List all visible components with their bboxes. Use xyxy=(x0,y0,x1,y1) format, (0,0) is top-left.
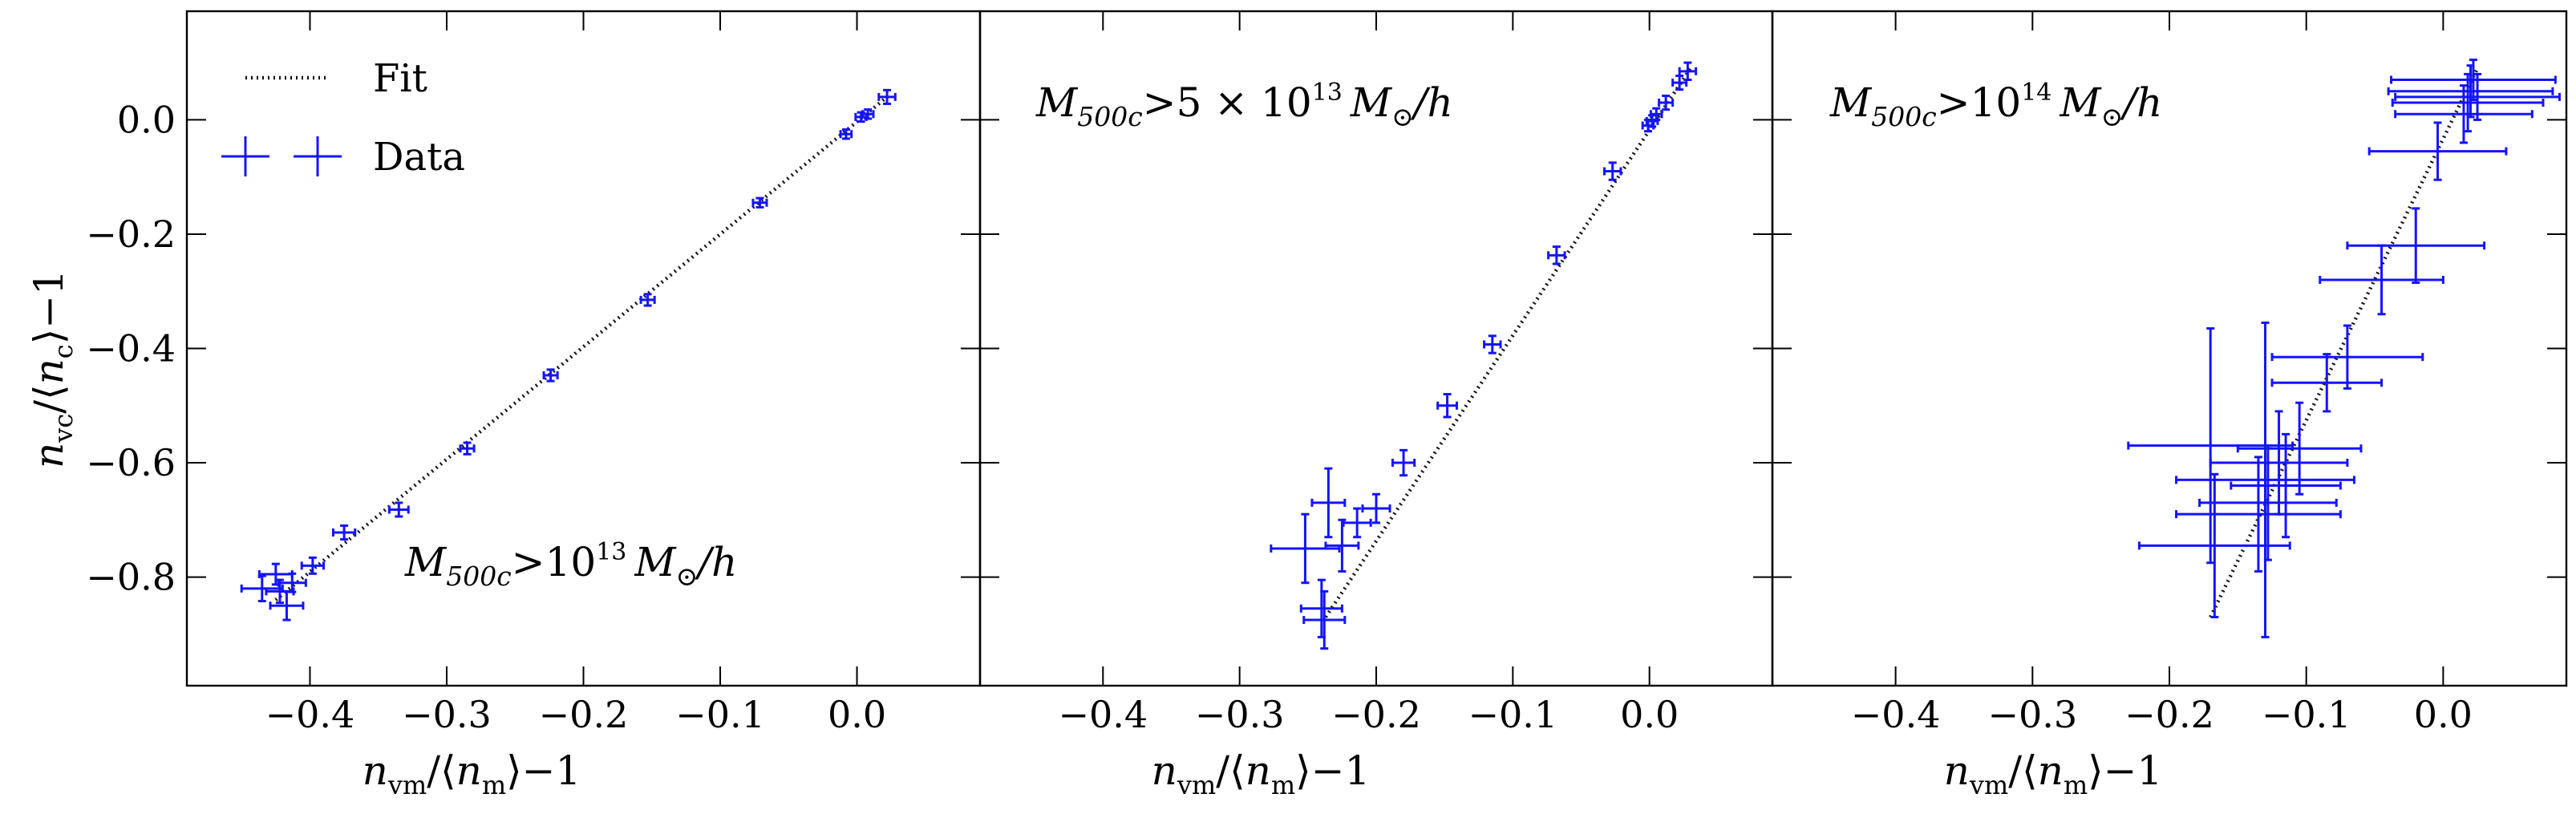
x-tick-label: 0.0 xyxy=(2414,693,2473,736)
x-tick-label: −0.2 xyxy=(2124,693,2214,736)
data-point xyxy=(1641,118,1655,133)
data-point xyxy=(639,293,656,307)
data-point xyxy=(1436,393,1459,419)
data-point xyxy=(2209,410,2349,516)
x-tick-label: 0.0 xyxy=(1620,693,1679,736)
data-point xyxy=(1602,161,1622,181)
x-tick-label: −0.4 xyxy=(1058,693,1148,736)
x-axis-label-3: nvm/⟨nm⟩−1 xyxy=(1944,747,2163,800)
data-point xyxy=(2346,207,2486,285)
legend: Fit Data xyxy=(221,56,465,180)
x-tick-label: −0.3 xyxy=(402,693,492,736)
x-tick-label: −0.2 xyxy=(539,693,629,736)
data-point xyxy=(2175,321,2355,638)
data-point xyxy=(257,562,294,586)
data-point xyxy=(1547,245,1566,265)
y-tick-label: −0.2 xyxy=(86,213,176,256)
x-axis-label-2: nvm/⟨nm⟩−1 xyxy=(1152,747,1371,800)
data-point xyxy=(542,368,559,383)
x-tick-label: −0.1 xyxy=(2262,693,2351,736)
y-tick-label: −0.4 xyxy=(86,327,176,371)
data-point xyxy=(1671,75,1688,91)
y-tick-label: 0.0 xyxy=(117,98,176,141)
data-point xyxy=(1678,61,1698,82)
data-point xyxy=(2175,456,2342,573)
y-tick-label: −0.8 xyxy=(86,556,176,599)
x-axis-label-1: nvm/⟨nm⟩−1 xyxy=(363,747,581,800)
data-point xyxy=(387,501,410,518)
legend-data-swatch xyxy=(221,136,342,176)
svg-text:nvc/⟨nc⟩−1: nvc/⟨nc⟩−1 xyxy=(26,269,79,468)
data-point xyxy=(1658,94,1675,111)
data-point xyxy=(1310,467,1347,539)
data-point xyxy=(2137,472,2291,618)
legend-data-label: Data xyxy=(373,135,465,180)
x-tick-label: 0.0 xyxy=(828,693,886,736)
data-point xyxy=(2391,72,2545,133)
data-point xyxy=(331,524,357,541)
data-point xyxy=(2394,72,2561,121)
data-point xyxy=(2270,353,2384,413)
fit-line xyxy=(1324,67,1692,618)
data-point xyxy=(1342,507,1372,539)
x-tick-label: −0.4 xyxy=(265,693,355,736)
panel-1: −0.4 −0.3 −0.2 −0.1 0.0 0.0 −0.2 −0.4 −0.6 −0.8 xyxy=(86,10,982,736)
svg-text:nvm/⟨nm⟩−1: nvm/⟨nm⟩−1 xyxy=(1152,747,1371,800)
data-point xyxy=(459,441,476,456)
x-tick-label: −0.1 xyxy=(1468,693,1557,736)
data-point xyxy=(2319,244,2444,316)
data-point xyxy=(1302,589,1347,650)
fit-line xyxy=(2209,67,2480,618)
x-tick-label: −0.3 xyxy=(1195,693,1285,736)
data-point xyxy=(1483,334,1502,354)
x-tick-label: −0.2 xyxy=(1331,693,1421,736)
x-tick-label: −0.1 xyxy=(675,693,765,736)
y-tick-label: −0.6 xyxy=(86,441,176,484)
data-point xyxy=(839,128,853,140)
data-point xyxy=(1391,448,1416,477)
x-tick-label: −0.3 xyxy=(1987,693,2077,736)
data-point xyxy=(1270,512,1341,585)
data-point xyxy=(300,556,326,575)
panels: −0.4 −0.3 −0.2 −0.1 0.00.0−0.2−0.4−0.6−0.8−0… xyxy=(86,10,2568,736)
svg-text:nvm/⟨nm⟩−1: nvm/⟨nm⟩−1 xyxy=(1944,747,2163,800)
data-point xyxy=(1361,492,1391,524)
x-tick-label: −0.4 xyxy=(1851,693,1941,736)
data-point xyxy=(2230,432,2342,539)
data-point xyxy=(1324,518,1360,573)
data-point xyxy=(269,589,305,622)
data-point xyxy=(2394,84,2533,144)
data-point xyxy=(1299,578,1343,638)
data-point xyxy=(2367,121,2508,181)
data-point xyxy=(2270,324,2424,390)
panel-3: −0.4 −0.3 −0.2 −0.1 0.0 xyxy=(1771,10,2568,736)
annotation-panel-1: M500c>1013 M⊙/h xyxy=(404,538,737,592)
annotation-panel-2: M500c>5 × 1013 M⊙/h xyxy=(1035,79,1453,132)
data-point xyxy=(854,111,868,124)
data-point xyxy=(877,88,897,105)
fit-line xyxy=(274,95,889,601)
svg-text:nvm/⟨nm⟩−1: nvm/⟨nm⟩−1 xyxy=(363,747,581,800)
data-point xyxy=(751,196,768,209)
panel-2: −0.4 −0.3 −0.2 −0.1 0.0 xyxy=(978,10,1774,736)
y-axis-label: nvc/⟨nc⟩−1 xyxy=(26,269,79,468)
legend-fit-label: Fit xyxy=(373,56,427,101)
annotation-panel-3: M500c>1014 M⊙/h xyxy=(1829,79,2162,132)
